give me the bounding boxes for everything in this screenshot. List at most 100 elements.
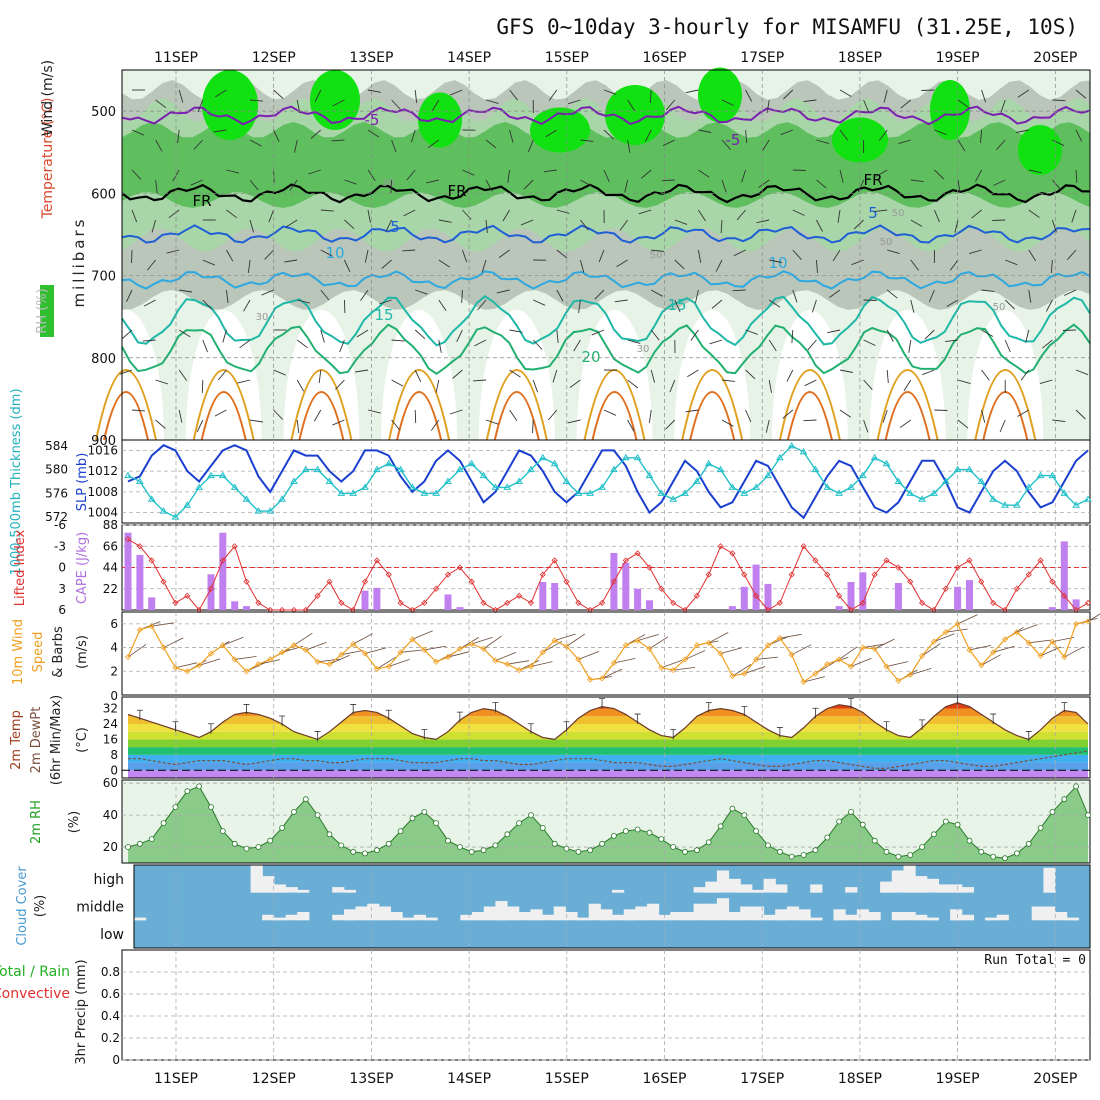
wind-barb	[674, 219, 688, 225]
thickness-marker	[1024, 483, 1033, 490]
wind-barb	[816, 219, 823, 232]
surface-wind-barb	[447, 651, 470, 658]
dewpoint-line	[128, 750, 1089, 770]
wind-barb	[343, 259, 351, 272]
wind-barb	[1004, 299, 1015, 310]
temp-band	[128, 762, 1088, 771]
bottom-day-label: 12SEP	[252, 1071, 296, 1087]
thickness-marker	[455, 465, 464, 473]
rh-marker	[1037, 825, 1044, 831]
li-marker	[1061, 592, 1068, 599]
wind-barb	[945, 339, 959, 343]
temp-errorbar	[1061, 702, 1068, 713]
wind-barb	[811, 299, 817, 313]
wind-barb	[580, 139, 594, 142]
wind-speed-marker	[741, 670, 748, 677]
wind-tick: 4	[110, 641, 118, 655]
rh-marker	[326, 831, 333, 838]
wind-barb	[981, 89, 987, 103]
rh-marker	[279, 825, 286, 831]
thickness-marker	[195, 483, 203, 490]
thickness-marker	[218, 471, 227, 479]
li-marker	[207, 585, 215, 592]
cape-bar	[1060, 541, 1068, 610]
temp-errorbar	[990, 713, 997, 725]
wind-barb	[1075, 89, 1087, 99]
thickness-marker	[432, 489, 441, 496]
wind-speed-marker	[575, 656, 582, 663]
wind-barb	[839, 409, 852, 418]
cape-tick: 88	[103, 518, 118, 532]
wind-barb	[268, 209, 275, 223]
rh-marker	[290, 809, 297, 815]
top-day-label: 20SEP	[1033, 50, 1077, 66]
rh-marker	[385, 840, 392, 847]
wind-barb	[449, 409, 463, 415]
thickness-marker	[633, 453, 642, 461]
rh-marker	[160, 820, 167, 826]
bottom-day-label: 14SEP	[447, 1071, 491, 1087]
cape-tick: 44	[103, 561, 118, 575]
cloud-gap-high	[250, 865, 263, 893]
wind-speed-marker	[859, 644, 866, 651]
temp-errorbar	[314, 731, 321, 742]
wind-barb	[310, 129, 322, 139]
temp-band	[128, 739, 1088, 748]
wind-barb	[450, 89, 463, 96]
wind-speed-marker	[693, 642, 700, 649]
rh-line	[127, 785, 1089, 859]
thickness-marker	[811, 465, 820, 473]
wind-barb	[732, 289, 746, 292]
wind-barb	[711, 299, 723, 309]
precip-panel: 0 0.2 0.4 0.6 0.8 Run Total = 0 3hr Precip (mm…	[0, 949, 1091, 1067]
surface-wind-barb	[969, 645, 992, 651]
temp-axis-label-2: 2m DewPt	[29, 707, 44, 774]
rh-marker	[468, 848, 475, 855]
wind-barb	[344, 219, 355, 230]
rh-marker	[350, 848, 357, 855]
li-marker	[516, 592, 523, 599]
wind-barb	[239, 339, 251, 349]
rh-marker	[445, 837, 451, 844]
rh-bright-patch	[530, 107, 590, 153]
wind-legend-label: Wind (m/s)	[40, 60, 56, 136]
contour-label: -5	[365, 111, 380, 129]
wind-barb	[509, 89, 518, 101]
wind-barb	[624, 179, 629, 193]
cape-bar	[243, 606, 250, 610]
wind-speed-marker	[978, 662, 985, 669]
surface-wind-barb	[791, 644, 812, 656]
rh-marker	[812, 847, 819, 854]
cape-bar	[219, 532, 227, 610]
li-marker	[1037, 557, 1044, 564]
surface-wind-barb	[388, 659, 410, 667]
li-tick: -3	[54, 539, 66, 553]
temp-tick: 16	[103, 732, 118, 746]
wind-barb	[1020, 369, 1030, 381]
wind-barb	[934, 409, 948, 411]
wind-speed-marker	[954, 620, 961, 627]
rh-marker	[824, 834, 831, 841]
wind-speed-marker	[634, 637, 641, 644]
contour-label: 30	[382, 178, 395, 189]
cloud-gap-high	[332, 887, 345, 893]
thickness-marker	[1084, 495, 1092, 502]
cloud-gap-middle	[833, 909, 846, 921]
wind-barb	[934, 169, 945, 180]
rh-axis-label: 2m RH	[29, 800, 44, 844]
warm-contour	[192, 369, 255, 441]
wind-barb	[273, 369, 286, 376]
li-marker	[243, 578, 250, 585]
slp-tick: 1008	[87, 485, 118, 499]
cloud-gap-middle	[693, 903, 706, 921]
temp-axis-label-4: (°C)	[75, 727, 90, 753]
temp-errorbar	[741, 705, 748, 717]
wind-speed-marker	[172, 664, 179, 671]
wind-speed-marker	[919, 652, 926, 659]
rh-marker	[563, 845, 570, 852]
wind-speed-marker	[1025, 639, 1032, 646]
surface-wind-barb	[507, 660, 530, 665]
wind-barb	[721, 139, 732, 151]
wind-barb	[243, 299, 251, 312]
wind-barb	[438, 219, 452, 223]
